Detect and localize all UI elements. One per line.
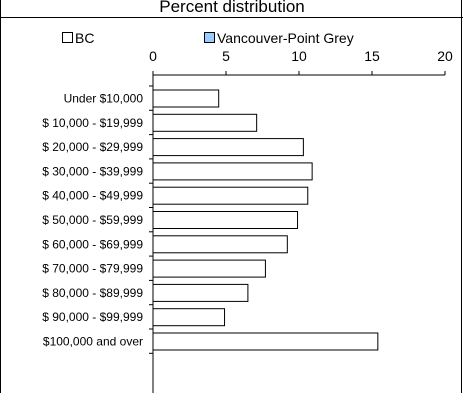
- bar-bc: [152, 186, 309, 205]
- category-label: $ 40,000 - $49,999: [42, 189, 143, 203]
- category-label: Under $10,000: [64, 92, 144, 106]
- title-bar: Percent distribution: [1, 0, 463, 18]
- x-tick-label-0: 0: [149, 48, 157, 64]
- chart-title: Percent distribution: [159, 0, 305, 16]
- legend-item-bc: BC: [62, 30, 94, 46]
- category-label: $ 60,000 - $69,999: [42, 237, 143, 251]
- legend-swatch-bc: [62, 32, 73, 43]
- bar-bc: [152, 308, 226, 327]
- x-tick-label-20: 20: [437, 48, 453, 64]
- legend-swatch-vancouver-point-grey: [204, 32, 215, 43]
- category-label: $ 50,000 - $59,999: [42, 213, 143, 227]
- category-label: $ 20,000 - $29,999: [42, 140, 143, 154]
- legend-label-bc: BC: [75, 30, 95, 46]
- category-label: $ 80,000 - $89,999: [42, 286, 143, 300]
- bar-bc: [152, 235, 288, 254]
- category-label: $ 90,000 - $99,999: [42, 310, 143, 324]
- bar-bc: [152, 138, 304, 157]
- category-label: $ 30,000 - $39,999: [42, 164, 143, 178]
- bar-bc: [152, 113, 258, 132]
- category-label: $ 70,000 - $79,999: [42, 262, 143, 276]
- x-tick-label-5: 5: [222, 48, 230, 64]
- bar-bc: [152, 89, 220, 108]
- category-label: $100,000 and over: [43, 335, 143, 349]
- x-tick-label-15: 15: [364, 48, 380, 64]
- legend-label-vancouver-point-grey: Vancouver-Point Grey: [217, 30, 354, 46]
- bar-bc: [152, 162, 313, 181]
- legend-item-vancouver-point-grey: Vancouver-Point Grey: [204, 30, 354, 46]
- bar-bc: [152, 259, 266, 278]
- x-tick-label-10: 10: [291, 48, 307, 64]
- bar-bc: [152, 283, 249, 302]
- bar-bc: [152, 332, 379, 351]
- category-label: $ 10,000 - $19,999: [42, 116, 143, 130]
- bar-bc: [152, 211, 299, 229]
